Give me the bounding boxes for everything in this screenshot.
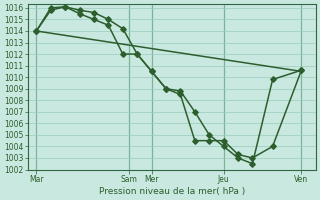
X-axis label: Pression niveau de la mer( hPa ): Pression niveau de la mer( hPa ) bbox=[99, 187, 245, 196]
